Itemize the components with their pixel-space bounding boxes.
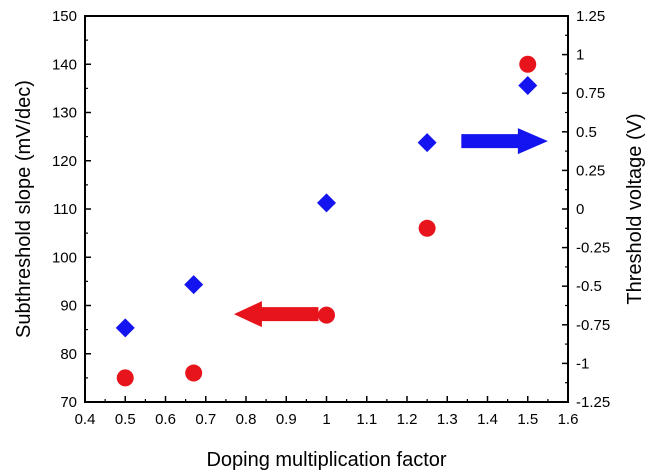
y-right-tick-label: 0 <box>576 201 584 218</box>
x-tick-label: 0.8 <box>236 411 257 428</box>
data-point-diamond <box>115 318 135 338</box>
y-left-tick-label: 120 <box>52 153 77 170</box>
y-left-tick-label: 100 <box>52 249 77 266</box>
y-right-tick-label: -1.25 <box>576 394 610 411</box>
x-tick-label: 1 <box>322 411 330 428</box>
x-tick-label: 1.5 <box>517 411 538 428</box>
y-right-tick-label: 0.25 <box>576 162 605 179</box>
x-tick-label: 1.1 <box>356 411 377 428</box>
y-left-tick-label: 70 <box>60 394 77 411</box>
y-axis-right-title: Threshold voltage (V) <box>624 113 646 304</box>
x-tick-label: 1.2 <box>397 411 418 428</box>
y-left-tick-label: 140 <box>52 56 77 73</box>
y-right-tick-label: 1.25 <box>576 8 605 25</box>
data-point-diamond <box>317 193 336 213</box>
y-left-tick-label: 80 <box>60 346 77 363</box>
y-left-tick-label: 150 <box>52 8 77 25</box>
x-tick-label: 0.4 <box>75 411 96 428</box>
y-right-tick-label: -0.25 <box>576 240 610 257</box>
x-tick-label: 0.6 <box>155 411 176 428</box>
y-right-tick-label: 1 <box>576 47 584 64</box>
data-point-circle <box>185 364 203 382</box>
y-left-tick-label: 130 <box>52 105 77 122</box>
data-point-circle <box>116 369 134 387</box>
data-point-circle <box>418 219 436 237</box>
data-point-circle <box>519 55 537 73</box>
x-tick-label: 0.7 <box>195 411 216 428</box>
y-right-tick-label: 0.5 <box>576 124 597 141</box>
y-right-tick-label: -0.75 <box>576 317 610 334</box>
data-point-diamond <box>518 75 538 95</box>
x-tick-label: 0.9 <box>276 411 297 428</box>
x-axis-title: Doping multiplication factor <box>206 449 446 471</box>
data-point-diamond <box>184 275 204 295</box>
y-left-tick-label: 90 <box>60 298 77 315</box>
x-tick-label: 1.6 <box>558 411 579 428</box>
x-tick-label: 0.5 <box>115 411 136 428</box>
data-point-circle <box>318 306 335 324</box>
y-right-tick-label: -1 <box>576 355 589 372</box>
x-tick-label: 1.3 <box>437 411 458 428</box>
y-right-tick-label: -0.5 <box>576 278 602 295</box>
x-tick-label: 1.4 <box>477 411 498 428</box>
left-axis-arrow-icon <box>233 301 319 328</box>
data-point-diamond <box>417 133 437 153</box>
y-right-tick-label: 0.75 <box>576 85 605 102</box>
right-axis-arrow-icon <box>461 128 548 155</box>
y-axis-left-title: Subthreshold slope (mV/dec) <box>13 80 35 338</box>
y-left-tick-label: 110 <box>53 201 77 218</box>
